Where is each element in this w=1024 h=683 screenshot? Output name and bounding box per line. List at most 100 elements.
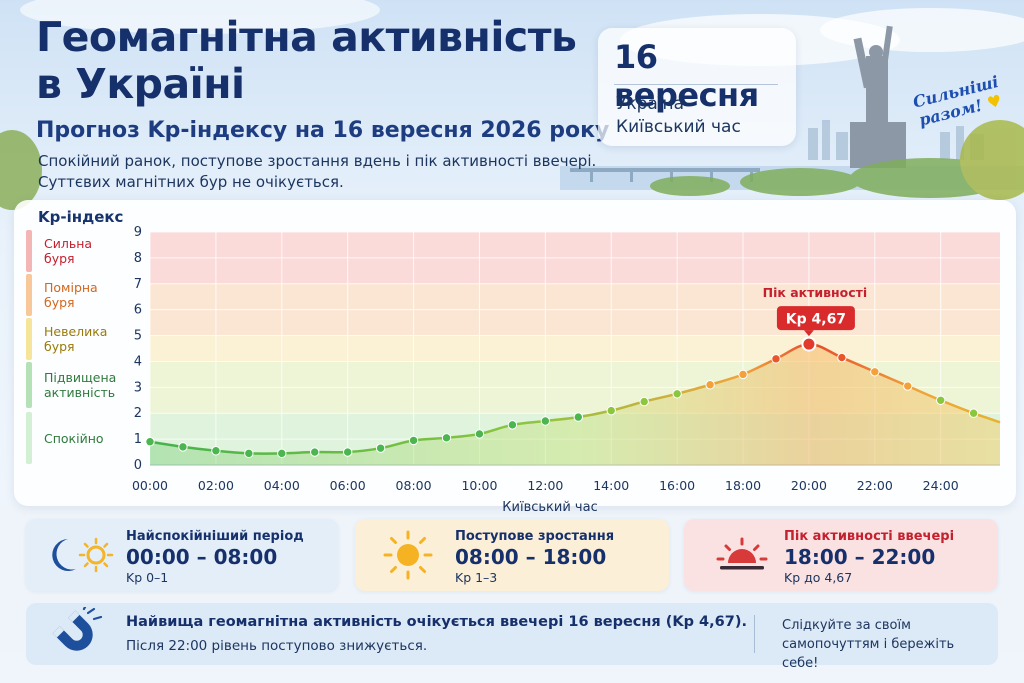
peak-point [801,336,817,352]
data-point [738,369,748,380]
data-point [310,447,320,457]
x-tick-label: 00:00 [132,478,168,493]
y-tick-label: 2 [134,406,142,421]
legend-item-moderate-storm: Помірна буря [26,274,122,316]
sunset-icon [716,537,768,570]
legend-swatch [26,412,32,464]
y-tick-label: 4 [134,354,142,369]
card-note: Kp 1–3 [455,570,498,585]
data-point [771,354,781,364]
y-tick-labels: 0 1 2 3 4 5 6 7 8 9 [134,225,142,473]
data-point [705,380,715,390]
data-point [474,429,485,439]
data-point [441,433,452,443]
x-tick-label: 10:00 [461,478,497,493]
card-gradual-rise: Поступове зростання 08:00 – 18:00 Kp 1–3 [355,519,669,591]
legend-title: Kp-індекс [38,208,124,226]
data-point [408,435,419,446]
data-point [968,408,979,418]
data-point [639,396,649,407]
data-points [145,352,979,459]
y-tick-label: 5 [134,329,142,344]
data-point [606,405,616,416]
peak-value-label: Kp 4,67 [786,312,846,328]
series-area [150,344,1000,465]
legend-label: Підвищена активність [44,370,117,400]
title-line-1: Геомагнітна активність [36,13,577,61]
bottom-divider [754,615,755,653]
legend-label: Невелика буря [44,324,108,354]
data-point [672,389,682,399]
timezone-label: Київський час [616,117,741,137]
data-point [573,412,583,422]
y-tick-label: 8 [134,251,142,266]
y-tick-label: 9 [134,225,142,240]
legend-label: Сильна буря [44,236,93,266]
x-tick-label: 24:00 [923,478,959,493]
legend-swatch [26,362,32,408]
sun-icon [383,530,433,580]
date-label: 16 вересня [614,38,759,114]
card-note: Kp 0–1 [126,570,169,585]
card-title: Найспокійніший період [126,529,304,544]
legend-item-minor-storm: Невелика буря [26,318,122,360]
legend-item-strong-storm: Сильна буря [26,230,122,272]
legend-swatch [26,274,32,316]
page-title: Геомагнітна активність в Україні [36,14,596,108]
data-point [145,437,155,447]
band-2 [150,335,1000,362]
page-subtitle: Прогноз Kp-індексу на 16 вересня 2026 ро… [36,118,610,143]
y-tick-label: 1 [134,432,142,447]
bottom-main-text: Найвища геомагнітна активність очікуєтьс… [126,614,747,630]
data-point [277,448,287,459]
x-tick-label: 16:00 [659,478,695,493]
y-tick-label: 6 [134,303,142,318]
data-point [903,381,913,391]
data-point [375,443,386,453]
legend-item-quiet: Спокійно [26,412,122,464]
bottom-sub-text: Після 22:00 рівень поступово знижується. [126,638,428,654]
data-point [540,416,551,426]
card-title: Поступове зростання [455,529,615,544]
card-evening-peak: Пік активності ввечері 18:00 – 22:00 Kp … [684,519,998,591]
bottom-banner: Найвища геомагнітна активність очікуєтьс… [26,603,998,671]
x-tick-label: 06:00 [330,478,366,493]
x-tick-labels: 00:00 02:00 04:00 06:00 08:00 10:00 12:00 14:00… [132,478,959,493]
data-point [507,420,518,430]
date-divider [614,84,778,85]
peak-label: Пік активності [763,285,868,300]
peak-annotation: Пік активності Kp 4,67 [763,285,868,352]
x-tick-label: 04:00 [264,478,300,493]
moon-sun-icon [52,537,114,573]
data-point [244,448,254,459]
description-line-1: Спокійний ранок, поступове зростання вде… [38,152,597,170]
date-card: 16 вересня Україна Київський час [598,28,796,146]
data-point [870,367,880,377]
card-range: 00:00 – 08:00 [126,545,278,569]
card-range: 18:00 – 22:00 [784,545,936,569]
card-title: Пік активності ввечері [784,529,955,544]
legend-swatch [26,318,32,360]
peak-value-badge [776,306,855,331]
x-tick-label: 18:00 [725,478,761,493]
description-line-2: Суттєвих магнітних бур не очікується. [38,173,344,191]
card-range: 08:00 – 18:00 [455,545,607,569]
x-tick-label: 12:00 [527,478,563,493]
y-tick-label: 7 [134,277,142,292]
page-description: Спокійний ранок, поступове зростання вде… [38,151,598,193]
peak-badge-pointer [803,330,814,337]
data-point [342,447,353,457]
data-point [837,352,847,363]
title-line-2: в Україні [36,60,245,108]
legend-label: Помірна буря [44,280,98,310]
legend-item-elevated: Підвищена активність [26,362,122,408]
legend-label: Спокійно [44,430,104,446]
card-calmest-period: Найспокійніший період 00:00 – 08:00 Kp 0… [26,519,338,591]
x-tick-label: 02:00 [198,478,234,493]
data-point [211,446,221,456]
card-note: Kp до 4,67 [784,570,853,585]
x-tick-label: 20:00 [791,478,827,493]
legend-swatch [26,230,32,272]
y-tick-label: 0 [134,458,142,473]
